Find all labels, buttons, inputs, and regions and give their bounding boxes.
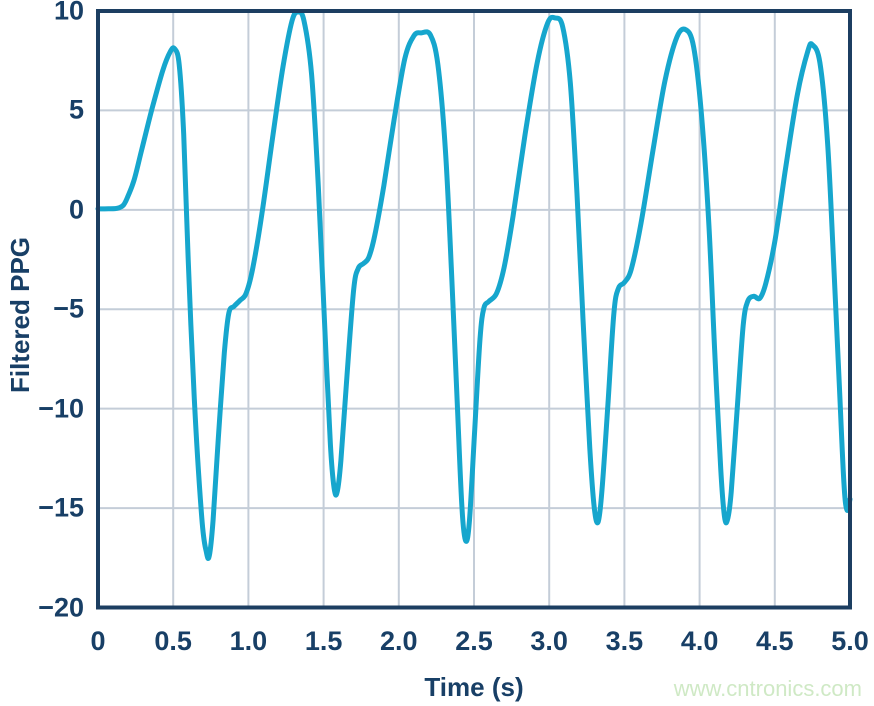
y-tick-label: −20 [38, 592, 84, 622]
y-tick-label: −10 [38, 393, 84, 424]
x-tick-label: 2.0 [380, 626, 418, 656]
ppg-signal-line [95, 9, 853, 562]
y-axis-label: Filtered PPG [5, 236, 35, 394]
x-tick-label: 2.5 [455, 626, 493, 656]
x-axis-label: Time (s) [424, 672, 524, 702]
x-tick-label: 3.0 [530, 626, 568, 656]
x-tick-label: 0 [90, 626, 106, 656]
x-tick-label: 1.0 [229, 626, 268, 656]
x-tick-label: 4.0 [680, 626, 719, 656]
y-tick-label: 5 [68, 94, 84, 125]
x-tick-label: 3.5 [605, 626, 644, 656]
x-tick-label: 4.5 [756, 626, 794, 656]
y-tick-label: −5 [53, 293, 84, 324]
x-tick-label: 5.0 [831, 626, 869, 656]
plot-frame [96, 9, 852, 610]
x-tick-label: 1.5 [304, 626, 343, 656]
y-tick-label: 10 [53, 0, 84, 26]
y-tick-label: 0 [68, 194, 84, 225]
watermark-text: www.cntronics.com [673, 676, 862, 701]
x-tick-label: 0.5 [154, 626, 192, 656]
y-tick-label: −15 [38, 492, 84, 523]
